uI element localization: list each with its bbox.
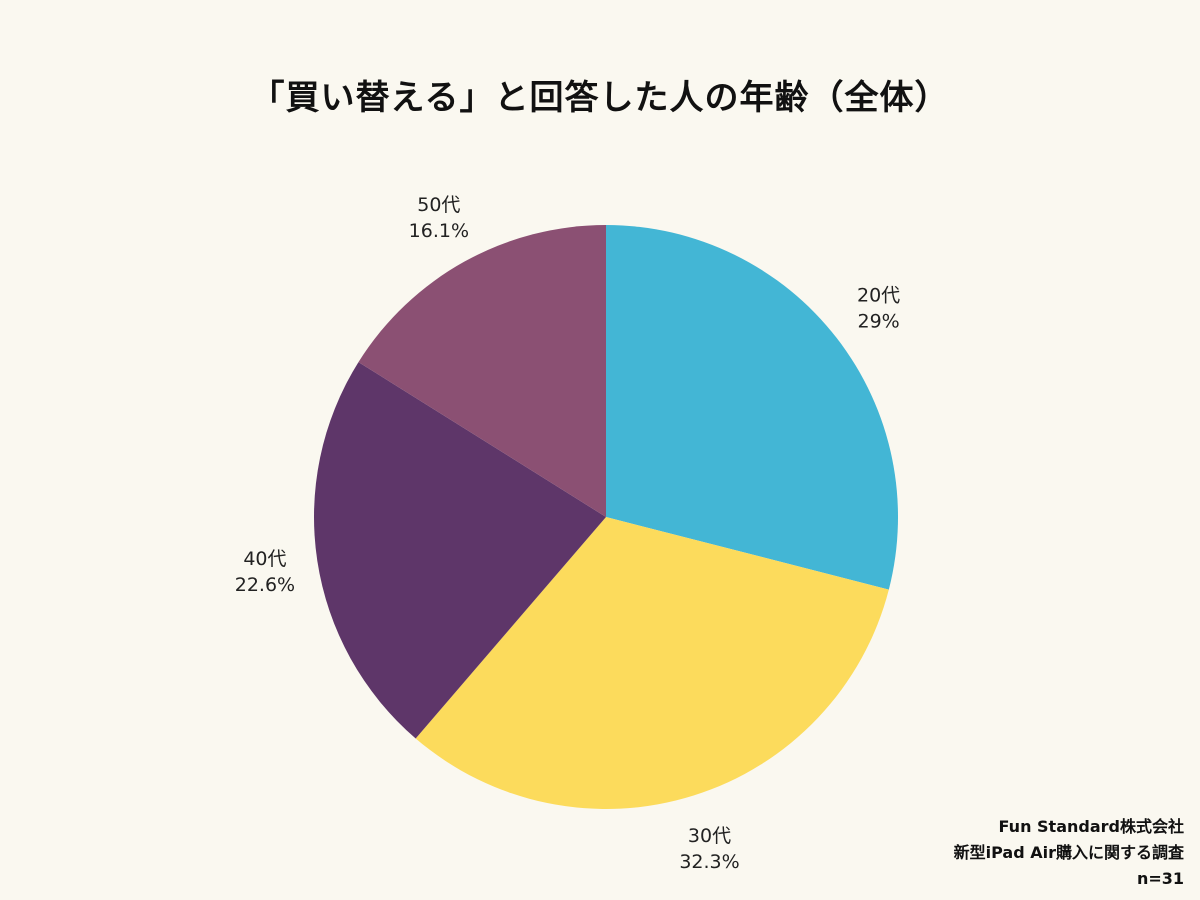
- pie-slice-4: [358, 225, 606, 517]
- survey-name: 新型iPad Air購入に関する調査: [953, 843, 1184, 862]
- slice-category-label: 30代: [688, 825, 731, 847]
- company-name: Fun Standard株式会社: [998, 817, 1184, 836]
- source-note: Fun Standard株式会社 新型iPad Air購入に関する調査 n=31: [954, 814, 1184, 892]
- pie-labels: 20代 29% 30代 32.3% 40代 22.6% 50代 16.1%: [235, 194, 900, 873]
- sample-size: n=31: [1136, 869, 1184, 888]
- slice-value-label: 32.3%: [679, 851, 739, 873]
- slice-category-label: 40代: [243, 548, 286, 570]
- slice-category-label: 50代: [417, 194, 460, 216]
- pie-slices: [314, 225, 898, 809]
- pie-slice-3: [314, 362, 606, 739]
- slice-value-label: 16.1%: [409, 220, 469, 242]
- slice-category-label: 20代: [857, 285, 900, 307]
- pie-slice-2: [415, 517, 889, 809]
- slice-value-label: 29%: [857, 311, 899, 333]
- pie-slice-1: [606, 225, 898, 590]
- chart-title: 「買い替える」と回答した人の年齢（全体）: [250, 78, 950, 118]
- slice-value-label: 22.6%: [235, 574, 295, 596]
